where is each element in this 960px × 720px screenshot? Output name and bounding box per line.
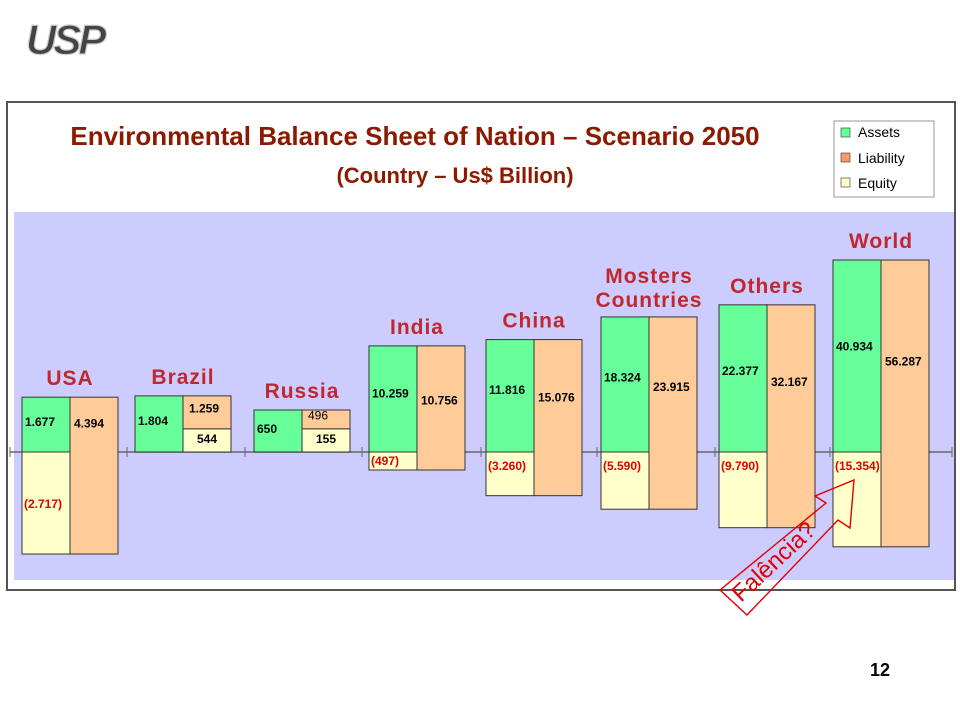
group-label-china: China	[502, 310, 565, 333]
label-equity-brazil: 544	[197, 432, 217, 446]
bar-assets-others	[718, 304, 768, 453]
label-liability-others: 32.167	[771, 375, 808, 389]
label-assets-china: 11.816	[489, 383, 525, 397]
label-equity-mosters-countries: (5.590)	[603, 459, 641, 473]
legend-label-liability: Liability	[858, 150, 905, 166]
legend: Assets Liability Equity	[833, 120, 935, 198]
legend-swatch-liability	[840, 152, 851, 163]
label-assets-russia: 650	[257, 422, 277, 436]
label-liability-world: 56.287	[885, 355, 922, 369]
label-liability-russia: 496	[308, 408, 328, 422]
label-equity-china: (3.260)	[488, 459, 526, 473]
label-liability-usa: 4.394	[74, 416, 104, 430]
falencia-arrow	[718, 478, 855, 616]
bar-equity-others	[718, 451, 768, 529]
label-liability-india: 10.756	[421, 393, 458, 407]
bar-assets-usa	[21, 396, 71, 453]
bar-liability-world	[880, 259, 930, 548]
label-equity-usa: (2.717)	[24, 497, 62, 511]
label-assets-mosters-countries: 18.324	[604, 371, 641, 385]
label-equity-world: (15.354)	[835, 459, 880, 473]
bar-assets-india	[368, 345, 418, 453]
label-assets-others: 22.377	[722, 364, 759, 378]
group-label-india: India	[390, 316, 444, 339]
legend-box	[833, 120, 935, 198]
bar-assets-brazil	[134, 395, 184, 453]
bar-liability-china	[533, 339, 583, 497]
group-label-others: Others	[730, 275, 804, 298]
group-label-usa: USA	[46, 367, 93, 390]
group-label-world: World	[849, 230, 913, 253]
bar-assets-russia	[253, 409, 303, 453]
group-label-mosters-countries-line0: Mosters	[605, 265, 693, 288]
label-equity-india: (497)	[371, 454, 399, 468]
label-liability-brazil: 1.259	[189, 401, 219, 415]
page-number: 12	[870, 660, 891, 680]
group-label-mosters-countries-line1: Countries	[595, 289, 702, 312]
group-label-russia: Russia	[265, 380, 340, 403]
label-assets-india: 10.259	[372, 387, 409, 401]
group-label-brazil: Brazil	[151, 366, 214, 389]
bar-equity-china	[485, 451, 535, 497]
bar-equity-brazil	[182, 428, 232, 453]
bar-equity-russia	[301, 428, 351, 453]
label-liability-china: 15.076	[538, 390, 575, 404]
bar-liability-mosters-countries	[648, 316, 698, 510]
chart-subtitle: (Country – Us$ Billion)	[336, 163, 573, 188]
legend-label-equity: Equity	[858, 175, 897, 191]
bar-equity-world	[832, 451, 882, 548]
usp-logo-mark: USP	[26, 16, 107, 62]
legend-swatch-assets	[840, 127, 851, 138]
legend-label-assets: Assets	[858, 124, 900, 140]
label-liability-mosters-countries: 23.915	[653, 380, 690, 394]
label-equity-russia: 155	[316, 432, 336, 446]
chart-title: Environmental Balance Sheet of Nation – …	[70, 121, 759, 151]
label-assets-world: 40.934	[836, 339, 873, 353]
bar-equity-usa	[21, 451, 71, 555]
legend-swatch-equity	[840, 177, 851, 188]
bar-equity-mosters-countries	[600, 451, 650, 510]
bars-layer: 1.677 4.394 (2.717) USA 1.804 1.259 544 Brazil 6…	[9, 230, 953, 555]
bar-liability-usa	[69, 396, 119, 555]
label-equity-others: (9.790)	[721, 459, 759, 473]
bar-assets-world	[832, 259, 882, 453]
bar-liability-others	[766, 304, 816, 529]
label-assets-brazil: 1.804	[138, 414, 168, 428]
bar-assets-mosters-countries	[600, 316, 650, 453]
usp-logo: USP	[25, 15, 111, 62]
bar-liability-india	[416, 345, 466, 471]
bar-equity-india	[368, 451, 418, 471]
label-assets-usa: 1.677	[25, 415, 55, 429]
